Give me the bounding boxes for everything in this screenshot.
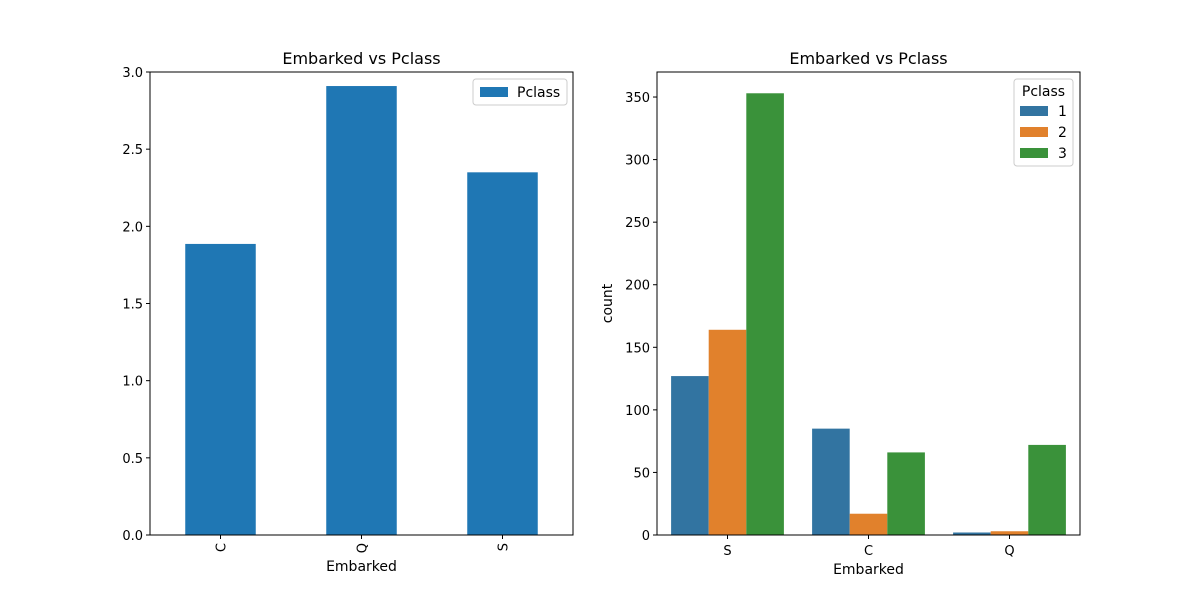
- bar-c-class-3: [887, 452, 925, 535]
- y-tick-label: 250: [625, 216, 650, 231]
- bar-q-class-2: [990, 531, 1029, 535]
- y-tick-label: 1.0: [122, 375, 143, 390]
- y-tick-label: 2.5: [122, 143, 143, 158]
- bar-s: [467, 172, 538, 536]
- bar-q-class-3: [1028, 444, 1066, 535]
- legend-swatch: [480, 87, 508, 97]
- y-tick-label: 2.0: [122, 220, 143, 235]
- legend-label: 2: [1058, 125, 1067, 141]
- chart-embarked-mean-pclass: 0.0 0.5 1.0 1.5 2.0 2.5 3.0 C Q S Embarked vs Pcla…: [122, 49, 574, 575]
- bar-q: [326, 86, 397, 535]
- y-tick-label: 1.5: [122, 298, 143, 313]
- y-tick-label: 50: [633, 466, 650, 481]
- y-axis-label: count: [600, 283, 616, 323]
- bar-s-class-2: [708, 329, 747, 535]
- legend-swatch: [1020, 148, 1048, 158]
- legend-swatch: [1020, 106, 1048, 116]
- y-tick-label: 3.0: [122, 66, 143, 81]
- legend-title: Pclass: [1022, 84, 1065, 100]
- bar-s-class-1: [671, 376, 709, 535]
- y-tick-label: 200: [625, 279, 650, 294]
- y-tick-label: 150: [625, 341, 650, 356]
- legend-label: Pclass: [517, 85, 560, 101]
- y-tick-label: 300: [625, 154, 650, 169]
- bar-c: [185, 243, 256, 535]
- bar-c-class-2: [849, 513, 888, 535]
- x-axis-label: Embarked: [326, 559, 397, 575]
- legend: Pclass: [472, 78, 568, 106]
- x-tick-label: S: [723, 544, 731, 559]
- legend-swatch: [1020, 127, 1048, 137]
- legend-box: [472, 78, 568, 106]
- chart-title: Embarked vs Pclass: [282, 49, 440, 68]
- y-tick-label: 0.5: [122, 452, 143, 467]
- chart-title: Embarked vs Pclass: [789, 49, 947, 68]
- bar-q-class-1: [953, 532, 991, 535]
- y-tick-label: 350: [625, 91, 650, 106]
- x-axis-label: Embarked: [833, 562, 904, 578]
- bar-s-class-3: [746, 93, 784, 535]
- x-tick-label: Q: [356, 543, 371, 553]
- x-tick-label: S: [497, 543, 512, 551]
- x-tick-label: C: [864, 544, 873, 559]
- bar-c-class-1: [812, 428, 850, 535]
- legend-label: 3: [1058, 146, 1067, 162]
- y-tick-label: 0: [642, 529, 650, 544]
- chart-embarked-pclass-count: 0 50 100 150 200 250 300 350 S C Q Embarked vs Pcla…: [600, 49, 1081, 578]
- x-tick-label: C: [215, 543, 230, 552]
- legend-label: 1: [1058, 104, 1067, 120]
- legend: Pclass 1 2 3: [1013, 78, 1074, 167]
- y-tick-label: 0.0: [122, 529, 143, 544]
- x-tick-label: Q: [1004, 544, 1014, 559]
- y-tick-label: 100: [625, 404, 650, 419]
- legend-box: [1013, 78, 1074, 167]
